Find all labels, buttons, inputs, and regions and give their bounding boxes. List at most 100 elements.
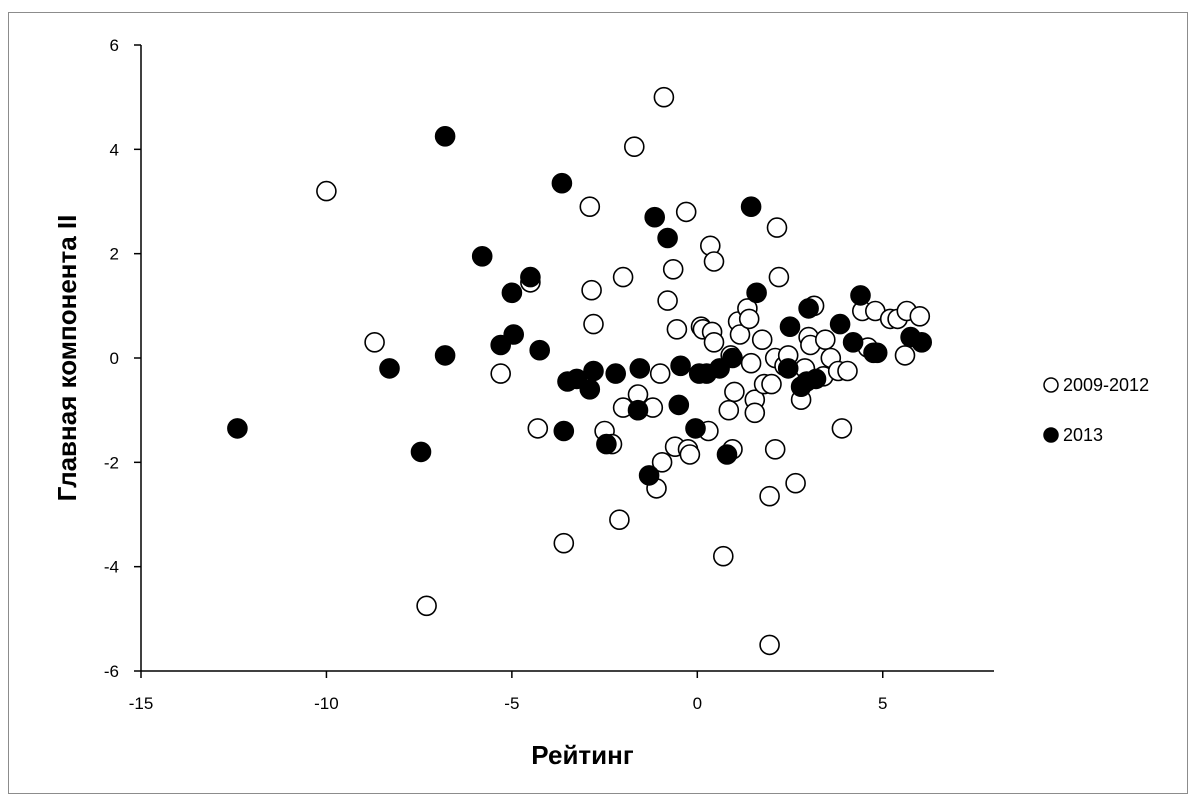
data-point-filled [629, 358, 651, 379]
data-point-filled [434, 126, 456, 147]
legend-label-2013: 2013 [1063, 425, 1103, 445]
data-point-filled [471, 245, 493, 267]
data-points [227, 86, 933, 656]
data-point-hollow [766, 217, 788, 238]
y-tick-label: 6 [110, 36, 119, 55]
data-point-filled [670, 355, 691, 377]
data-point-hollow [761, 373, 782, 395]
data-point-filled [716, 444, 738, 465]
data-point-hollow [724, 381, 745, 403]
x-tick-label: 5 [878, 694, 887, 713]
data-point-hollow [909, 305, 931, 327]
data-point-filled [685, 418, 706, 439]
x-tick-label: 0 [693, 694, 702, 713]
data-point-filled [520, 266, 541, 288]
data-point-filled [722, 347, 743, 369]
x-tick-label: -15 [129, 694, 154, 713]
data-point-hollow [764, 438, 786, 460]
data-point-hollow [662, 258, 684, 280]
data-point-filled [740, 196, 762, 217]
data-point-filled [805, 368, 827, 390]
data-point-filled [668, 394, 690, 416]
data-point-filled [227, 418, 248, 439]
data-point-filled [579, 378, 601, 400]
data-point-hollow [623, 136, 645, 157]
chart-frame [8, 12, 1188, 794]
y-tick-label: 0 [110, 349, 119, 368]
data-point-filled [777, 358, 799, 379]
data-point-filled [644, 206, 666, 228]
data-point-filled [627, 399, 649, 421]
legend: 2009-2012 2013 [1043, 375, 1149, 445]
data-point-hollow [703, 251, 725, 272]
data-point-hollow [894, 345, 916, 366]
y-tick-label: 4 [110, 140, 119, 159]
x-axis-title: Рейтинг [531, 740, 634, 770]
data-point-filled [779, 316, 801, 338]
data-point-filled [551, 172, 573, 194]
data-point-hollow [831, 418, 853, 439]
data-point-filled [850, 285, 871, 306]
data-point-filled [379, 358, 400, 379]
data-point-hollow [666, 318, 688, 340]
tick-labels: -6 -4 -2 0 2 4 6 -15 -10 -5 0 5 [104, 36, 888, 713]
data-point-filled [410, 441, 432, 463]
x-tick-label: -5 [504, 694, 519, 713]
data-point-hollow [612, 266, 634, 288]
data-point-filled [583, 360, 604, 382]
data-point-filled [503, 324, 525, 345]
data-point-hollow [738, 308, 760, 330]
data-point-hollow [609, 509, 630, 531]
y-tick-label: -6 [104, 662, 119, 681]
data-point-filled [605, 363, 627, 384]
data-point-hollow [649, 363, 671, 384]
data-point-filled [911, 331, 933, 353]
data-point-filled [501, 282, 523, 304]
data-point-filled [529, 339, 551, 361]
y-tick-label: -2 [104, 453, 119, 472]
data-point-hollow [675, 201, 697, 223]
data-point-hollow [837, 360, 858, 382]
y-tick-label: -4 [104, 558, 119, 577]
y-axis-title: Главная компонента II [52, 215, 82, 502]
legend-label-2009-2012: 2009-2012 [1063, 375, 1149, 395]
data-point-hollow [581, 279, 602, 301]
data-point-hollow [657, 290, 678, 311]
data-point-hollow [703, 331, 725, 353]
data-point-hollow [814, 329, 836, 351]
data-point-filled [657, 227, 678, 249]
data-point-filled [638, 465, 660, 486]
data-point-filled [596, 433, 617, 455]
data-point-filled [798, 298, 819, 319]
data-point-hollow [759, 634, 780, 656]
data-point-hollow [785, 472, 806, 494]
data-point-filled [829, 313, 851, 335]
data-point-hollow [583, 313, 604, 335]
legend-marker-2013 [1043, 427, 1059, 443]
data-point-hollow [651, 451, 673, 473]
data-point-hollow [768, 266, 790, 288]
y-tick-label: 2 [110, 245, 119, 264]
legend-marker-2009-2012 [1043, 377, 1059, 393]
data-point-hollow [416, 595, 437, 617]
data-point-filled [434, 345, 456, 366]
data-point-hollow [553, 532, 575, 554]
data-point-hollow [751, 329, 773, 351]
data-point-hollow [364, 331, 385, 353]
data-point-hollow [579, 196, 601, 217]
data-point-hollow [490, 363, 512, 384]
data-point-hollow [679, 444, 701, 465]
data-point-hollow [729, 324, 751, 345]
data-point-hollow [653, 86, 675, 108]
data-point-filled [842, 331, 864, 353]
data-point-hollow [744, 402, 766, 424]
data-point-hollow [712, 545, 734, 567]
data-point-hollow [759, 485, 780, 507]
axes [134, 44, 994, 678]
data-point-hollow [316, 180, 337, 202]
data-point-hollow [527, 418, 549, 439]
x-tick-label: -10 [314, 694, 339, 713]
data-point-hollow [718, 399, 740, 421]
data-point-filled [866, 342, 888, 364]
